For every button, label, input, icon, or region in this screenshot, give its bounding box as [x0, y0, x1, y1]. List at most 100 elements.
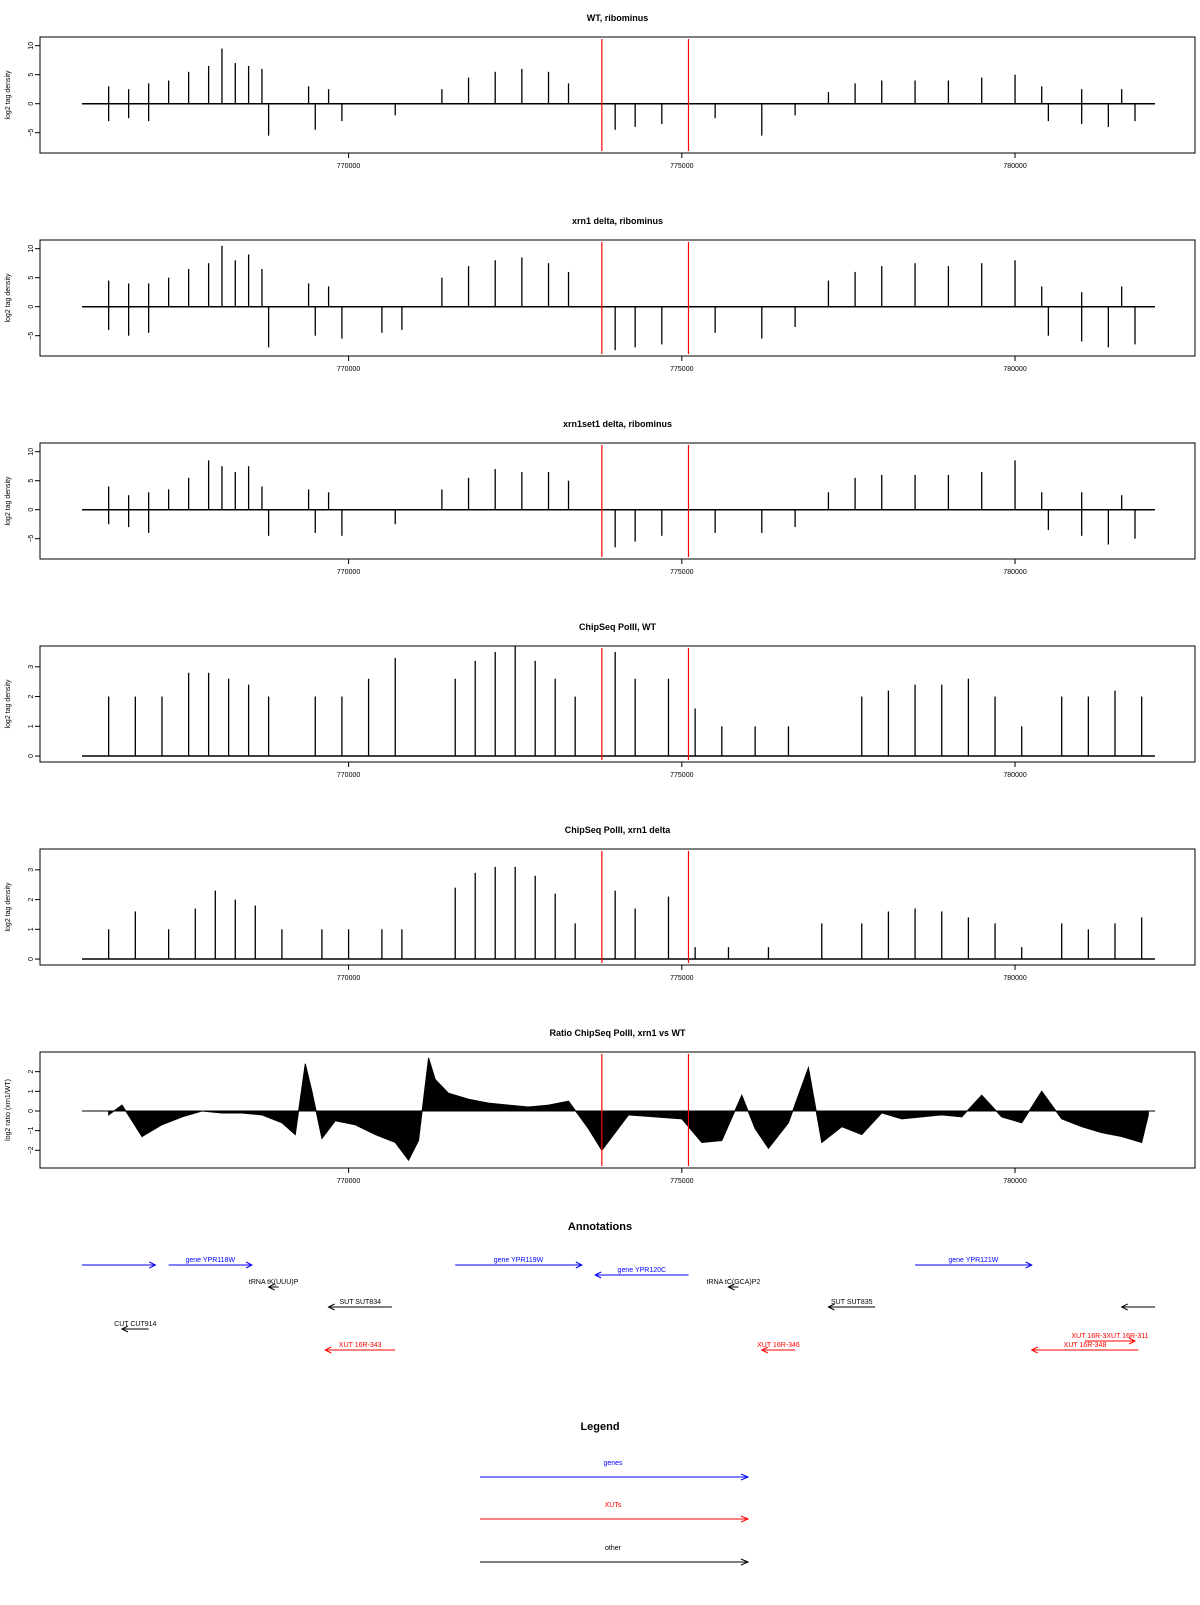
y-tick-label: 0 [28, 957, 35, 961]
plot-frame [39, 645, 1196, 763]
x-tick-label: 780000 [1003, 772, 1026, 779]
annotation-xut: XUT 16R-346 [757, 1342, 800, 1354]
y-tick-label: 3 [28, 665, 35, 669]
annotation-other: tRNA tK(UUU)P [249, 1279, 299, 1291]
annotation-other: SUT SUT834 [327, 1299, 392, 1311]
annotation-label: gene YPR119W [494, 1257, 544, 1264]
x-tick-label: 770000 [337, 1178, 360, 1185]
track-panel-3: ChipSeq PolII, WT 0 1 2 3 770000 775000 780000 l… [5, 622, 1196, 779]
plot-frame [39, 442, 1196, 560]
annotation-label: SUT SUT835 [831, 1299, 873, 1306]
y-tick-label: −2 [28, 1146, 35, 1154]
arrow-head [1120, 1303, 1128, 1311]
x-tick-label: 780000 [1003, 366, 1026, 373]
y-tick-label: −1 [28, 1127, 35, 1135]
annotation-gene: gene YPR121W [915, 1257, 1033, 1269]
x-tick-label: 775000 [670, 772, 693, 779]
y-tick-label: 2 [28, 695, 35, 699]
arrow-head [324, 1346, 332, 1354]
annotation-label: XUT 16R-346 [757, 1342, 800, 1349]
arrow-head [827, 1303, 835, 1311]
legend-label: genes [603, 1460, 623, 1467]
annotations-title: Annotations [568, 1221, 632, 1233]
track-panel-5: Ratio ChipSeq PolII, xrn1 vs WT −2 −1 0 1 2 77… [5, 1028, 1196, 1185]
arrow-head [1128, 1337, 1137, 1345]
plot-frame [39, 36, 1196, 154]
annotation-gene: gene YPR118W [168, 1257, 254, 1269]
arrow-head [760, 1346, 769, 1354]
arrow-head [120, 1325, 129, 1333]
y-tick-label: −5 [28, 332, 35, 340]
annotations-panel: Annotations gene YPR118W gene YPR119Wgene… [82, 1221, 1155, 1354]
x-tick-label: 775000 [670, 975, 693, 982]
x-tick-label: 780000 [1003, 569, 1026, 576]
arrow-head [1025, 1261, 1033, 1269]
y-axis-label: log2 tag density [5, 679, 12, 729]
annotation-label: XUT 16R-343 [339, 1342, 382, 1349]
y-tick-label: 2 [28, 1070, 35, 1074]
panel-title: ChipSeq PolII, xrn1 delta [565, 825, 672, 835]
y-axis-label: log2 ratio (xrn1/WT) [5, 1079, 12, 1141]
annotation-other: SUT SUT835 [827, 1299, 876, 1311]
annotation-label: gene YPR120C [618, 1267, 667, 1274]
y-axis-label: log2 tag density [5, 476, 12, 526]
y-tick-label: 5 [28, 479, 35, 483]
panel-title: Ratio ChipSeq PolII, xrn1 vs WT [549, 1028, 686, 1038]
x-tick-label: 770000 [337, 366, 360, 373]
track-panel-4: ChipSeq PolII, xrn1 delta 0 1 2 3 770000 77500… [5, 825, 1196, 982]
y-tick-label: −5 [28, 535, 35, 543]
x-tick-label: 775000 [670, 569, 693, 576]
annotation-items: gene YPR118W gene YPR119W gene YPR120C gene… [82, 1257, 1155, 1354]
annotation-xut: XUT 16R-348 [1030, 1342, 1139, 1354]
legend-items: genes XUTs other [480, 1460, 750, 1566]
annotation-other [1120, 1303, 1155, 1311]
y-axis-label: log2 tag density [5, 273, 12, 323]
legend-label: XUTs [605, 1502, 622, 1509]
y-tick-label: 1 [28, 724, 35, 728]
arrow-head [727, 1283, 735, 1291]
annotation-other: CUT CUT914 [114, 1321, 157, 1333]
plot-frame [39, 239, 1196, 357]
x-tick-label: 780000 [1003, 1178, 1026, 1185]
legend-item-other: other [480, 1545, 750, 1566]
arrow-head [327, 1303, 335, 1311]
y-tick-label: 5 [28, 276, 35, 280]
annotation-gene: gene YPR119W [455, 1257, 583, 1269]
plot-frame [39, 848, 1196, 966]
legend-panel: Legend genes XUTs other [480, 1421, 750, 1566]
x-tick-label: 775000 [670, 366, 693, 373]
legend-label: other [605, 1545, 622, 1552]
arrow-head [740, 1473, 750, 1481]
y-axis-label: log2 tag density [5, 70, 12, 120]
arrow-head [149, 1261, 157, 1269]
x-tick-label: 780000 [1003, 975, 1026, 982]
arrow-head [267, 1283, 275, 1291]
track-panel-1: xrn1 delta, ribominus −5 0 5 10 770000 775000 7… [5, 216, 1196, 373]
legend-item-xut: XUTs [480, 1502, 750, 1523]
ratio-area [108, 1057, 1149, 1162]
y-tick-label: 10 [28, 42, 35, 50]
arrow-head [245, 1261, 254, 1269]
annotation-label: SUT SUT834 [339, 1299, 381, 1306]
x-tick-label: 780000 [1003, 163, 1026, 170]
annotation-label: gene YPR118W [186, 1257, 236, 1264]
x-tick-label: 775000 [670, 163, 693, 170]
annotation-xut: XUT 16R-3XUT 16R-311 [1071, 1333, 1149, 1345]
x-tick-label: 770000 [337, 569, 360, 576]
x-tick-label: 770000 [337, 772, 360, 779]
y-tick-label: 2 [28, 898, 35, 902]
y-tick-label: 1 [28, 1089, 35, 1093]
annotation-label: tRNA tC(GCA)P2 [707, 1279, 761, 1286]
annotation-label: gene YPR121W [948, 1257, 998, 1264]
annotation-gene [82, 1261, 157, 1269]
arrow-head [575, 1261, 583, 1269]
annotation-label: XUT 16R-348 [1064, 1342, 1107, 1349]
x-tick-label: 775000 [670, 1178, 693, 1185]
y-tick-label: 1 [28, 927, 35, 931]
panel-title: xrn1 delta, ribominus [572, 216, 663, 226]
legend-item-gene: genes [480, 1460, 750, 1481]
x-tick-label: 770000 [337, 163, 360, 170]
panel-title: xrn1set1 delta, ribominus [563, 419, 672, 429]
